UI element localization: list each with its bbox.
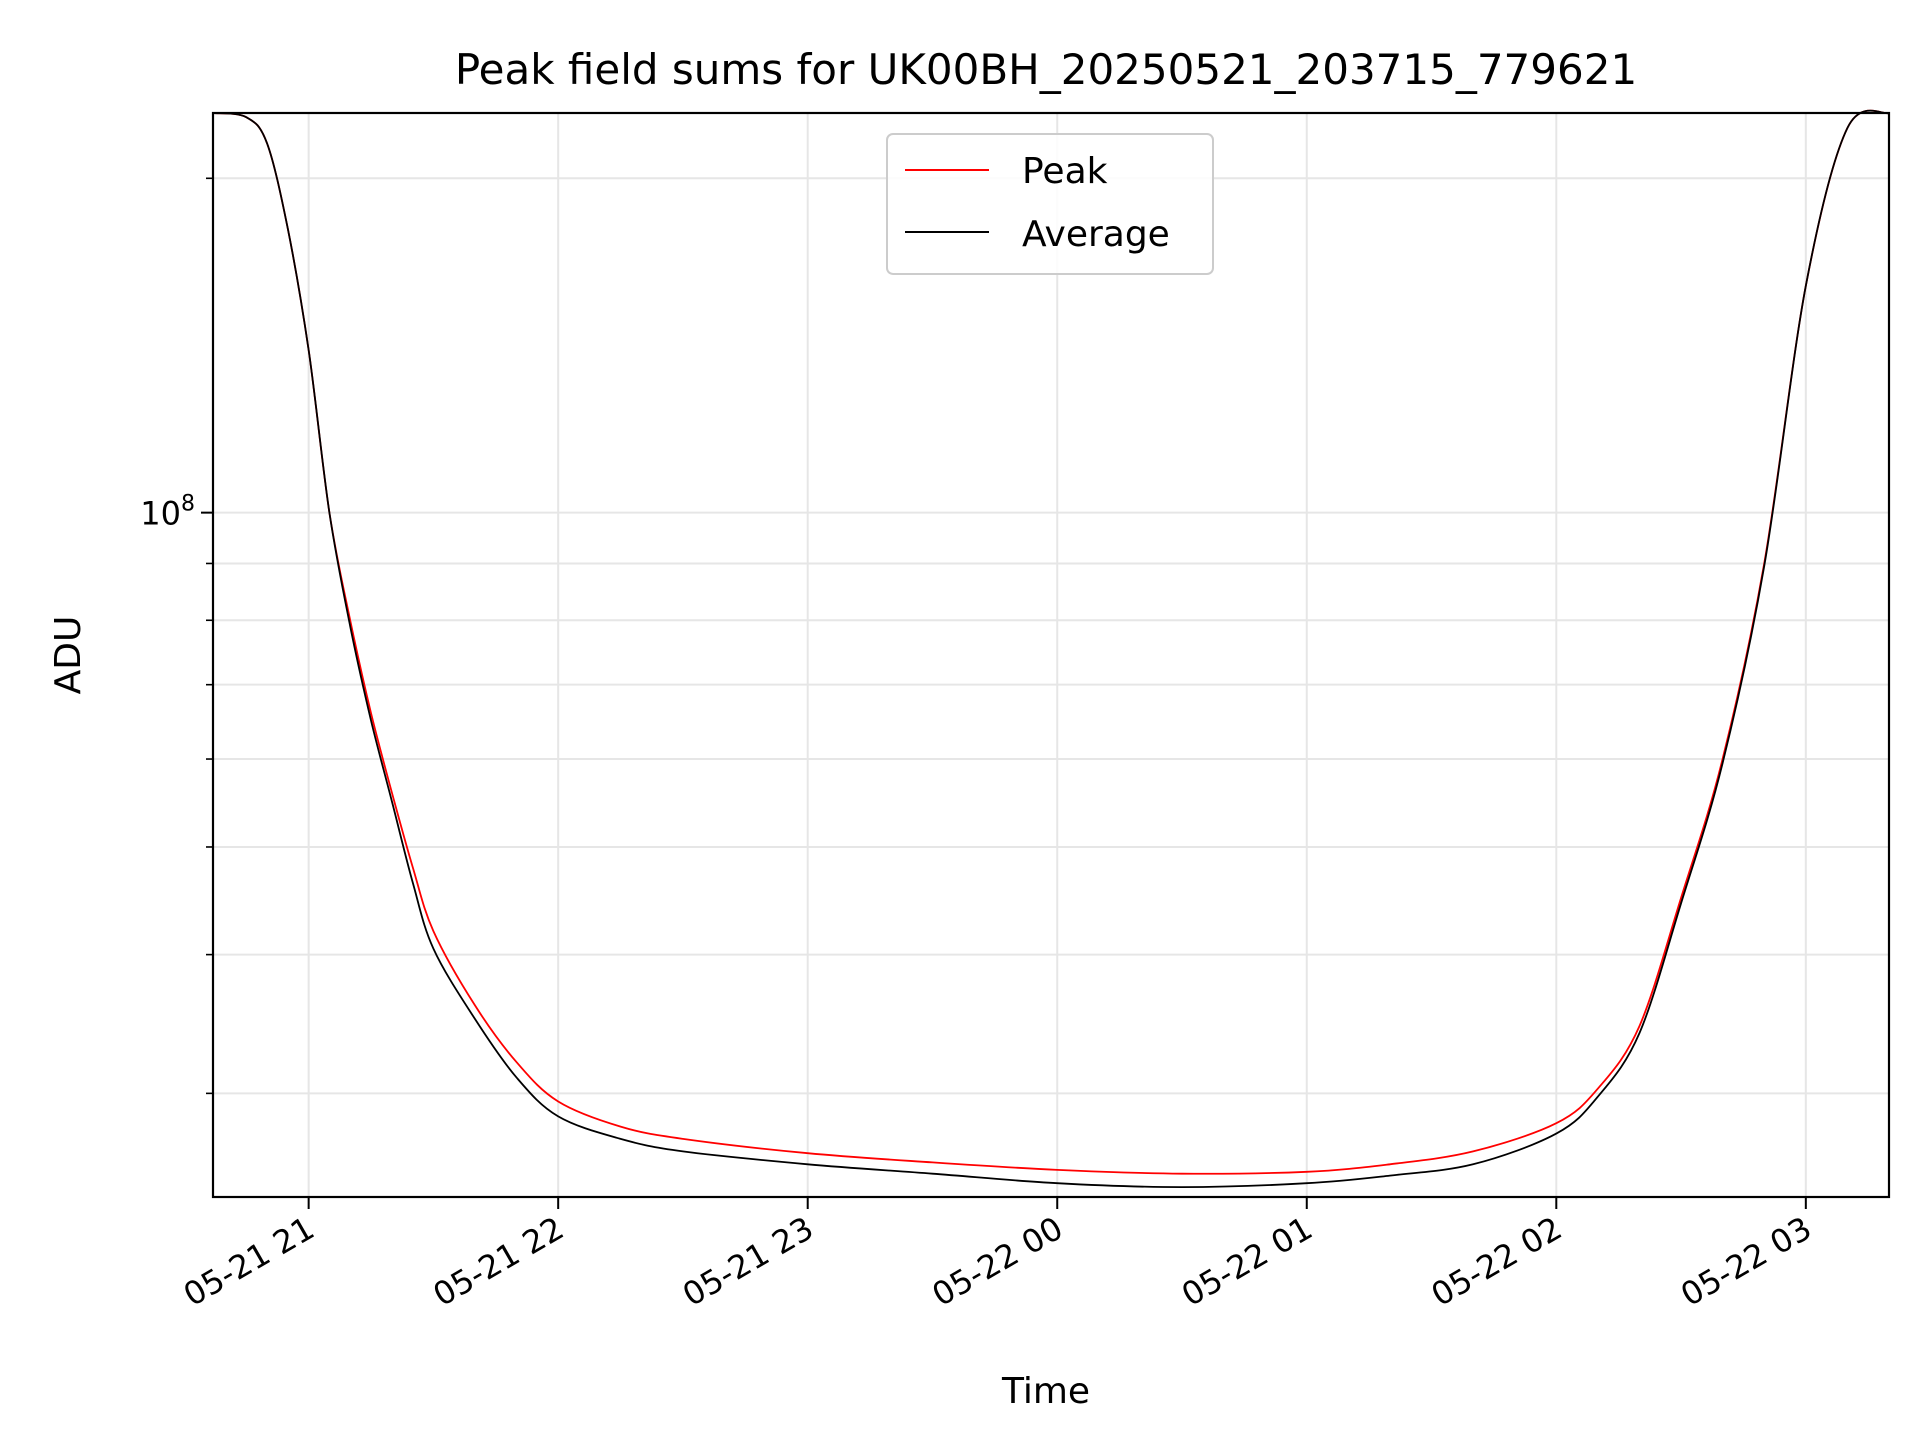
x-tick-label: 05-21 23 xyxy=(676,1209,820,1314)
legend-label-average: Average xyxy=(1022,214,1170,255)
x-tick-label: 05-22 00 xyxy=(926,1209,1070,1314)
y-tick-label-exponent: 8 xyxy=(181,492,195,517)
x-axis: 05-21 21 05-21 22 05-21 23 05-22 00 05-22 01… xyxy=(177,1197,1818,1314)
x-tick-label: 05-21 21 xyxy=(177,1209,321,1314)
x-tick-label: 05-22 02 xyxy=(1425,1209,1569,1314)
x-tick-label: 05-22 03 xyxy=(1674,1209,1818,1314)
y-axis: 108 xyxy=(140,178,213,1093)
x-tick-label: 05-22 01 xyxy=(1175,1209,1319,1314)
y-tick-label-base: 10 xyxy=(140,495,181,533)
grid-lines xyxy=(213,113,1889,1197)
x-axis-label: Time xyxy=(1001,1371,1090,1412)
y-axis-label: ADU xyxy=(48,616,89,695)
legend-label-peak: Peak xyxy=(1022,151,1108,192)
chart-title: Peak field sums for UK00BH_20250521_2037… xyxy=(455,45,1637,94)
x-tick-label: 05-21 22 xyxy=(427,1209,571,1314)
legend: Peak Average xyxy=(887,134,1213,274)
y-tick-label: 108 xyxy=(140,492,195,533)
plot-frame xyxy=(213,113,1889,1197)
